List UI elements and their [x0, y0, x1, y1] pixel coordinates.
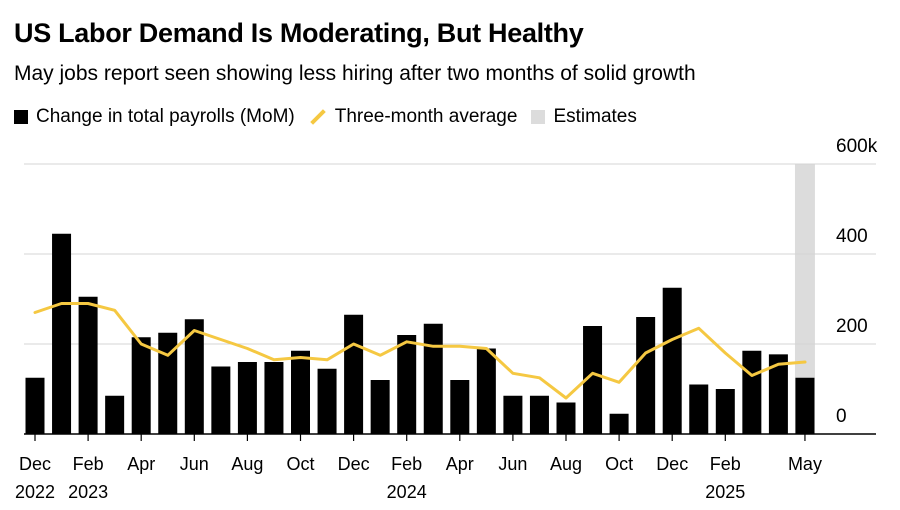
- legend-label-payrolls: Change in total payrolls (MoM): [36, 106, 295, 127]
- legend-swatch-bar: [14, 110, 28, 124]
- bar: [105, 395, 125, 434]
- legend-swatch-estimates: [531, 110, 546, 124]
- bar: [264, 362, 284, 434]
- legend-label-estimates: Estimates: [553, 106, 637, 127]
- bar: [291, 350, 310, 434]
- x-tick-label: Dec: [656, 454, 688, 474]
- chart-title: US Labor Demand Is Moderating, But Healt…: [14, 18, 584, 48]
- y-tick-label: 600k: [836, 136, 878, 157]
- legend-item-estimates: Estimates: [531, 106, 637, 128]
- legend-label-average: Three-month average: [334, 106, 518, 127]
- bar: [476, 348, 496, 434]
- x-tick-label: Oct: [286, 454, 314, 474]
- bar: [662, 287, 682, 434]
- bar: [344, 314, 364, 434]
- x-tick-label: Feb: [391, 454, 422, 474]
- bar: [423, 323, 443, 434]
- bar: [158, 332, 178, 434]
- bar: [583, 326, 603, 434]
- x-tick-label: Jun: [498, 454, 527, 474]
- bar: [211, 366, 231, 434]
- x-tick-year-label: 2025: [705, 482, 745, 502]
- x-tick-year-label: 2024: [387, 482, 427, 502]
- bar: [131, 337, 151, 434]
- bar: [715, 389, 735, 434]
- legend-item-payrolls: Change in total payrolls (MoM): [14, 106, 295, 128]
- x-tick-year-label: 2022: [15, 482, 55, 502]
- bar: [529, 395, 549, 434]
- bar: [317, 368, 337, 434]
- bar: [503, 395, 523, 434]
- bar: [25, 377, 45, 434]
- x-tick-label: Feb: [73, 454, 104, 474]
- legend: Change in total payrolls (MoM) Three-mon…: [14, 104, 651, 130]
- x-tick-label: Dec: [19, 454, 51, 474]
- bar: [52, 233, 72, 434]
- x-tick-label: Apr: [446, 454, 474, 474]
- legend-item-average: Three-month average: [309, 106, 518, 128]
- bar: [556, 402, 576, 434]
- x-tick-label: Aug: [550, 454, 582, 474]
- bar: [370, 380, 390, 434]
- bar: [397, 335, 417, 434]
- x-tick-label: Dec: [338, 454, 370, 474]
- x-tick-label: May: [788, 454, 822, 474]
- y-tick-label: 0: [836, 406, 847, 427]
- bar: [689, 384, 709, 434]
- estimates-band: [794, 164, 815, 434]
- bar: [237, 362, 257, 434]
- bar: [636, 317, 656, 434]
- bar: [609, 413, 629, 434]
- x-tick-label: Oct: [605, 454, 633, 474]
- y-tick-label: 200: [836, 316, 868, 337]
- chart-subtitle: May jobs report seen showing less hiring…: [14, 62, 696, 85]
- bar: [78, 296, 98, 434]
- y-tick-label: 400: [836, 226, 868, 247]
- bar: [184, 319, 204, 434]
- bar: [795, 377, 815, 434]
- x-tick-label: Feb: [710, 454, 741, 474]
- bar: [768, 354, 788, 434]
- x-tick-label: Apr: [127, 454, 155, 474]
- x-tick-label: Aug: [231, 454, 263, 474]
- x-tick-year-label: 2023: [68, 482, 108, 502]
- bar: [742, 350, 762, 434]
- x-tick-label: Jun: [180, 454, 209, 474]
- average-line: [33, 302, 807, 400]
- bar: [450, 380, 470, 434]
